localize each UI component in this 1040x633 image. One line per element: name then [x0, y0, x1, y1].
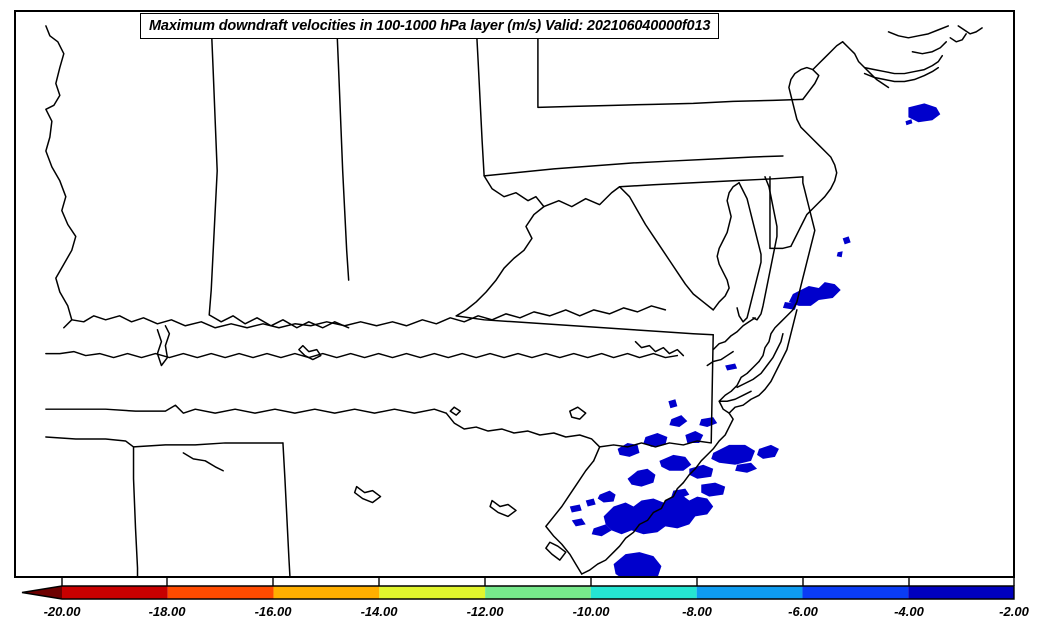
- colorbar-segment-4: [485, 586, 591, 599]
- colorbar-segment-5: [590, 586, 697, 599]
- colorbar-tick-label-2: -16.00: [255, 604, 293, 619]
- downdraft-shading-layer: [569, 103, 941, 576]
- colorbar-tick-label-1: -18.00: [149, 604, 187, 619]
- colorbar-extend-min: [22, 586, 62, 599]
- colorbar-tick-label-9: -2.00: [999, 604, 1029, 619]
- colorbar-graphic: -20.00 -18.00 -16.00 -14.00 -12.00 -10.00 -8.0…: [21, 578, 1030, 619]
- colorbar-segments: [21, 585, 1015, 600]
- colorbar-legend: -20.00 -18.00 -16.00 -14.00 -12.00 -10.00 -8.0…: [0, 578, 1040, 633]
- colorbar-tick-label-6: -8.00: [682, 604, 712, 619]
- colorbar-segment-2: [273, 586, 380, 599]
- colorbar-segment-6: [696, 586, 803, 599]
- colorbar-segment-3: [379, 586, 486, 599]
- geography-layer: [45, 23, 983, 576]
- plot-title-box: Maximum downdraft velocities in 100-1000…: [140, 13, 720, 39]
- colorbar-tick-label-0: -20.00: [44, 604, 82, 619]
- colorbar-ticks: [61, 578, 1015, 586]
- colorbar-segment-7: [802, 586, 909, 599]
- colorbar-tick-label-5: -10.00: [573, 604, 611, 619]
- colorbar-tick-label-8: -4.00: [894, 604, 924, 619]
- colorbar-segment-8: [908, 586, 1014, 599]
- colorbar-segment-0: [62, 586, 168, 599]
- colorbar-tick-label-7: -6.00: [788, 604, 818, 619]
- colorbar-segment-1: [167, 586, 274, 599]
- map-plot-area: [14, 10, 1015, 578]
- colorbar-tick-labels: -20.00 -18.00 -16.00 -14.00 -12.00 -10.00 -8.0…: [44, 604, 1030, 619]
- colorbar-outline: [21, 585, 1015, 600]
- map-graphic: [45, 23, 983, 576]
- colorbar-tick-label-3: -14.00: [361, 604, 399, 619]
- colorbar-tick-label-4: -12.00: [467, 604, 505, 619]
- page-title: Maximum downdraft velocities in 100-1000…: [149, 18, 711, 34]
